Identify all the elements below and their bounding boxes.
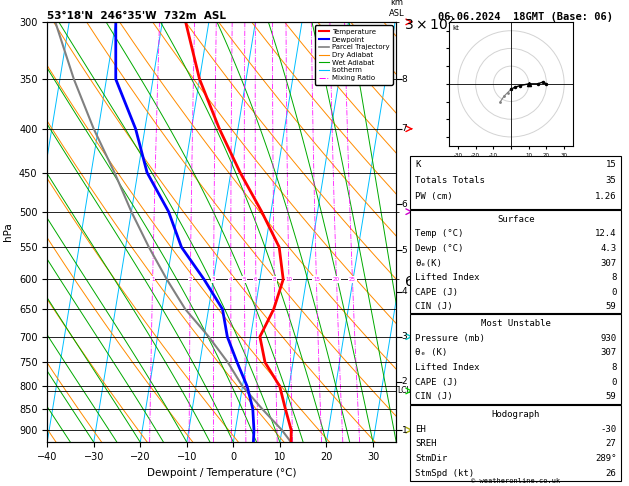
Text: 53°18'N  246°35'W  732m  ASL: 53°18'N 246°35'W 732m ASL — [47, 11, 226, 21]
Text: θₑ(K): θₑ(K) — [415, 259, 442, 268]
X-axis label: Dewpoint / Temperature (°C): Dewpoint / Temperature (°C) — [147, 468, 296, 478]
Text: Temp (°C): Temp (°C) — [415, 229, 464, 239]
Text: CIN (J): CIN (J) — [415, 302, 453, 312]
Text: 0: 0 — [611, 288, 616, 297]
Text: 4.3: 4.3 — [600, 244, 616, 253]
Text: 15: 15 — [606, 160, 616, 170]
Text: 4: 4 — [401, 287, 407, 296]
Text: 20: 20 — [333, 277, 340, 282]
Text: kt: kt — [453, 25, 460, 32]
Text: 8: 8 — [401, 75, 407, 84]
Text: 27: 27 — [606, 439, 616, 449]
Text: CIN (J): CIN (J) — [415, 392, 453, 401]
Text: 15: 15 — [313, 277, 320, 282]
Y-axis label: hPa: hPa — [3, 223, 13, 242]
Text: 12.4: 12.4 — [595, 229, 616, 239]
Text: PW (cm): PW (cm) — [415, 192, 453, 202]
Text: StmDir: StmDir — [415, 454, 447, 463]
Text: 59: 59 — [606, 392, 616, 401]
Text: Dewp (°C): Dewp (°C) — [415, 244, 464, 253]
Text: 0: 0 — [611, 378, 616, 387]
Text: Lifted Index: Lifted Index — [415, 363, 480, 372]
Text: Pressure (mb): Pressure (mb) — [415, 334, 485, 343]
Legend: Temperature, Dewpoint, Parcel Trajectory, Dry Adiabat, Wet Adiabat, Isotherm, Mi: Temperature, Dewpoint, Parcel Trajectory… — [315, 25, 392, 85]
Text: 4: 4 — [229, 277, 233, 282]
Text: θₑ (K): θₑ (K) — [415, 348, 447, 358]
Text: 3: 3 — [401, 332, 407, 341]
Text: 1: 1 — [151, 277, 154, 282]
Text: 2: 2 — [401, 377, 407, 386]
Text: EH: EH — [415, 425, 426, 434]
Text: 307: 307 — [600, 259, 616, 268]
Text: 35: 35 — [606, 176, 616, 186]
Text: 8: 8 — [611, 363, 616, 372]
Text: 1: 1 — [401, 426, 407, 434]
Text: SREH: SREH — [415, 439, 437, 449]
Text: Mixing Ratio (g/kg): Mixing Ratio (g/kg) — [426, 192, 436, 272]
Text: 6: 6 — [401, 200, 407, 208]
Text: 26: 26 — [606, 469, 616, 478]
Text: 5: 5 — [243, 277, 246, 282]
Text: Hodograph: Hodograph — [492, 410, 540, 419]
Text: 7: 7 — [401, 124, 407, 133]
Text: 25: 25 — [349, 277, 356, 282]
Text: 3: 3 — [212, 277, 215, 282]
Text: 2: 2 — [189, 277, 192, 282]
Text: 8: 8 — [611, 273, 616, 282]
Text: StmSpd (kt): StmSpd (kt) — [415, 469, 474, 478]
Text: Surface: Surface — [497, 215, 535, 224]
Text: 8: 8 — [272, 277, 276, 282]
Text: K: K — [415, 160, 421, 170]
Text: 10: 10 — [286, 277, 292, 282]
Text: 1.26: 1.26 — [595, 192, 616, 202]
Text: 06.06.2024  18GMT (Base: 06): 06.06.2024 18GMT (Base: 06) — [438, 12, 613, 22]
Text: CAPE (J): CAPE (J) — [415, 378, 458, 387]
Text: 6: 6 — [254, 277, 258, 282]
Text: Totals Totals: Totals Totals — [415, 176, 485, 186]
Text: Most Unstable: Most Unstable — [481, 319, 551, 329]
Text: km
ASL: km ASL — [389, 0, 404, 17]
Text: CAPE (J): CAPE (J) — [415, 288, 458, 297]
Text: 5: 5 — [401, 246, 407, 255]
Text: -30: -30 — [600, 425, 616, 434]
Text: Lifted Index: Lifted Index — [415, 273, 480, 282]
Text: © weatheronline.co.uk: © weatheronline.co.uk — [471, 478, 560, 484]
Text: LCL: LCL — [397, 386, 411, 396]
Text: 289°: 289° — [595, 454, 616, 463]
Text: 59: 59 — [606, 302, 616, 312]
Text: 307: 307 — [600, 348, 616, 358]
Text: 930: 930 — [600, 334, 616, 343]
